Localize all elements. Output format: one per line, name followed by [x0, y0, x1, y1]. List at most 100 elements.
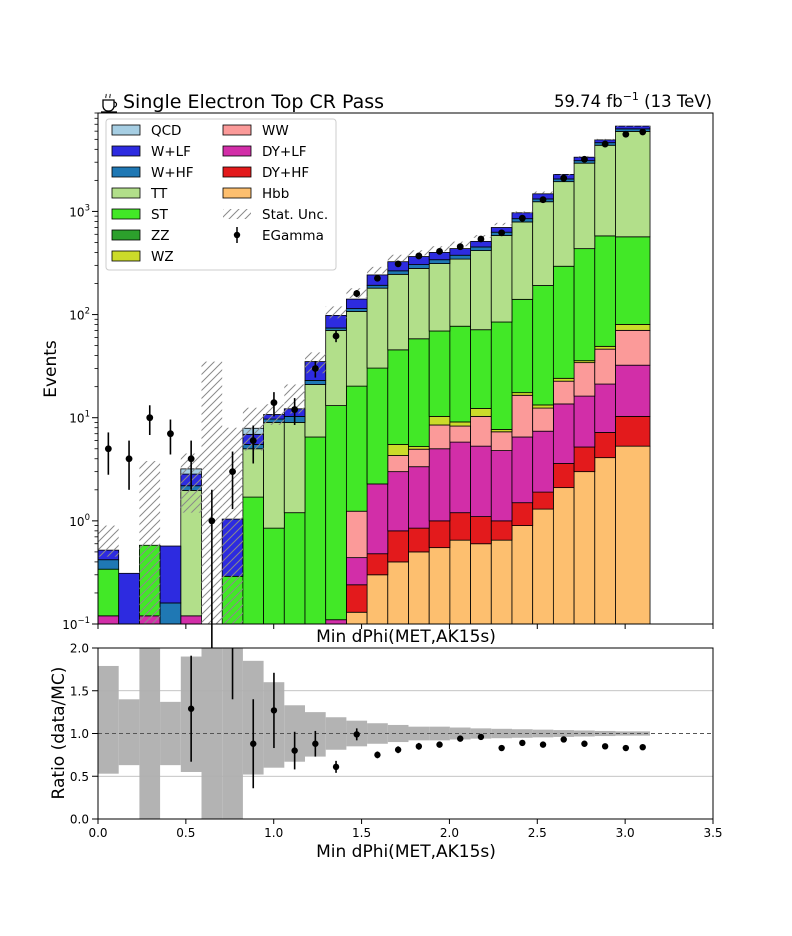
stack-bar-w-hf [408, 264, 430, 269]
legend-swatch [222, 187, 252, 199]
stack-bar-hbb [387, 561, 409, 624]
stat-unc-bin [222, 427, 243, 624]
ratio-x-tick-label: 1.0 [264, 826, 283, 840]
stack-bar-dy-lf [532, 430, 554, 493]
stack-bar-dy-hf [366, 553, 389, 576]
ratio-point [187, 655, 195, 762]
data-point [146, 405, 154, 435]
stack-bar-wz [615, 323, 651, 331]
data-point [518, 214, 526, 222]
stack-bar-dy-hf [532, 491, 554, 510]
data-point [477, 235, 485, 243]
data-marker [353, 290, 361, 297]
stack-bar-st [511, 298, 534, 394]
stack-bar-st [594, 235, 616, 347]
stack-bar-dy-lf [366, 483, 389, 555]
ratio-x-tick-label: 2.0 [440, 826, 459, 840]
stack-bar-ww [449, 425, 471, 443]
data-marker [167, 430, 174, 438]
stack-bar-w-hf [98, 559, 120, 570]
ratio-point [312, 730, 319, 757]
stat-unc-bin [98, 525, 119, 557]
data-marker [332, 332, 340, 340]
ratio-band-bin [449, 727, 471, 740]
data-marker [229, 468, 236, 476]
y-axis-ticks: 10−1 100 101 102 103 [62, 112, 98, 632]
ratio-band-bin [98, 665, 119, 774]
ratio-point [581, 740, 588, 747]
legend-item: ZZ [111, 228, 170, 244]
lumi-value: 59.74 fb [554, 92, 623, 111]
stack-bar-st [532, 285, 554, 406]
ratio-band-bin [387, 724, 409, 743]
stack-bar-ww [532, 407, 554, 432]
stack-bar-w-hf [387, 270, 409, 275]
data-marker [415, 252, 423, 260]
ratio-marker [498, 744, 505, 752]
stack-bar-dy-hf [594, 432, 616, 459]
data-marker [311, 365, 319, 372]
stack-bar-st [428, 330, 451, 417]
ratio-marker [560, 736, 567, 743]
ratio-marker [436, 741, 443, 748]
legend-swatch [223, 209, 251, 219]
ratio-band-bin [118, 699, 140, 766]
data-point [498, 229, 506, 237]
data-point [560, 174, 568, 182]
ratio-band-bin [367, 723, 388, 744]
ratio-points [187, 648, 646, 789]
legend-label: W+LF [151, 144, 191, 160]
ratio-point [291, 731, 298, 770]
x-axis-label-top: Min dPhi(MET,AK15s) [316, 627, 496, 647]
data-point [270, 392, 278, 417]
data-marker [187, 455, 195, 463]
stack-bar-st [98, 568, 120, 617]
stack-bar-st [449, 325, 471, 423]
ratio-point [622, 744, 630, 752]
stack-bar-hbb [449, 539, 471, 624]
stack-bar-ww [387, 455, 409, 473]
ratio-point [560, 736, 567, 743]
ratio-y-tick-label: 0.0 [70, 813, 89, 827]
stack-bar-tt [304, 384, 327, 438]
ratio-y-tick-label: 1.5 [70, 684, 89, 698]
data-point [167, 419, 174, 455]
stack-bar-dy-lf [490, 450, 513, 522]
stack-bar-hbb [552, 487, 575, 624]
legend-item: EGamma [233, 227, 324, 244]
stack-bar-tt [490, 235, 513, 323]
data-point [374, 274, 381, 282]
stack-bar-w-hf [345, 308, 368, 312]
legend-label: ZZ [151, 228, 170, 244]
legend-item: TT [111, 186, 168, 202]
title-group: Single Electron Top CR Pass [101, 91, 384, 113]
data-marker [601, 140, 609, 148]
stack-bar-tt [511, 221, 534, 300]
ratio-marker [581, 740, 588, 747]
ratio-point [639, 743, 646, 751]
legend-swatch [111, 124, 141, 136]
stack-bar-wz [387, 444, 409, 456]
stack-bar-hbb [573, 471, 596, 624]
ratio-point [415, 742, 423, 750]
data-marker [436, 247, 443, 255]
stack-bar-ww [345, 510, 368, 559]
stack-bar-dy-hf [511, 502, 534, 526]
data-marker [456, 243, 464, 251]
ratio-marker [250, 740, 257, 747]
legend-swatch [222, 166, 252, 178]
data-marker [125, 455, 133, 463]
legend-item: DY+HF [222, 165, 309, 181]
stack-bar-ww [615, 329, 651, 366]
data-marker [208, 517, 216, 525]
stack-bar-st [242, 496, 264, 624]
y-axis-label: Events [41, 340, 61, 398]
stack-bar-st [615, 236, 651, 325]
coffee-cup-icon [101, 93, 118, 113]
ratio-marker [353, 731, 360, 738]
legend-item: QCD [111, 123, 181, 139]
ratio-point [539, 741, 547, 748]
data-point [311, 360, 319, 378]
ratio-gridlines [98, 690, 713, 777]
